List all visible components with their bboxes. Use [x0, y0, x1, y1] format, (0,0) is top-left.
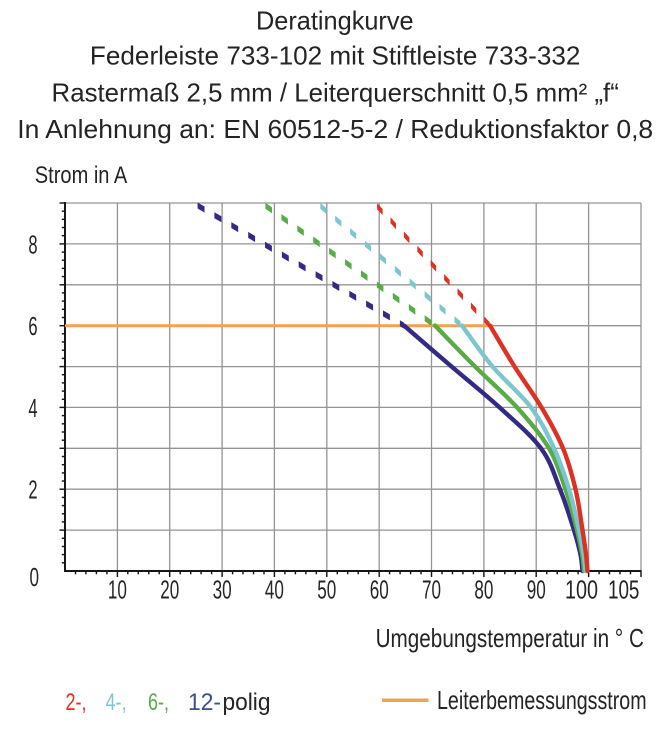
svg-text:10: 10 — [108, 574, 127, 604]
svg-text:Federleiste 733-102 mit Stiftl: Federleiste 733-102 mit Stiftleiste 733-… — [90, 41, 581, 71]
svg-text:In Anlehnung an: EN 60512-5-2: In Anlehnung an: EN 60512-5-2 / Reduktio… — [17, 114, 653, 144]
svg-text:30: 30 — [213, 574, 232, 604]
svg-text:Rastermaß 2,5 mm / Leiterquers: Rastermaß 2,5 mm / Leiterquerschnitt 0,5… — [52, 77, 619, 107]
svg-text:6: 6 — [28, 311, 37, 341]
svg-text:50: 50 — [317, 574, 336, 604]
svg-text:90: 90 — [527, 574, 546, 604]
svg-text:4-,: 4-, — [106, 689, 127, 716]
svg-text:0: 0 — [30, 562, 40, 592]
svg-text:Leiterbemessungsstrom: Leiterbemessungsstrom — [437, 685, 647, 715]
svg-text:60: 60 — [370, 574, 389, 604]
svg-text:Deratingkurve: Deratingkurve — [256, 6, 414, 36]
svg-text:70: 70 — [422, 574, 441, 604]
svg-text:80: 80 — [474, 574, 493, 604]
svg-text:2: 2 — [28, 475, 37, 505]
svg-text:6-,: 6-, — [148, 689, 169, 716]
svg-text:8: 8 — [28, 229, 37, 259]
svg-text:40: 40 — [265, 574, 284, 604]
svg-text:105: 105 — [608, 574, 640, 604]
svg-text:20: 20 — [160, 574, 179, 604]
svg-text:100: 100 — [565, 574, 598, 604]
svg-text:Umgebungstemperatur in ° C: Umgebungstemperatur in ° C — [376, 623, 644, 653]
svg-text:2-,: 2-, — [66, 689, 87, 716]
svg-text:12-: 12- — [188, 689, 221, 716]
svg-text:polig: polig — [223, 689, 271, 716]
svg-text:Strom in A: Strom in A — [35, 162, 128, 189]
svg-text:4: 4 — [28, 393, 37, 423]
